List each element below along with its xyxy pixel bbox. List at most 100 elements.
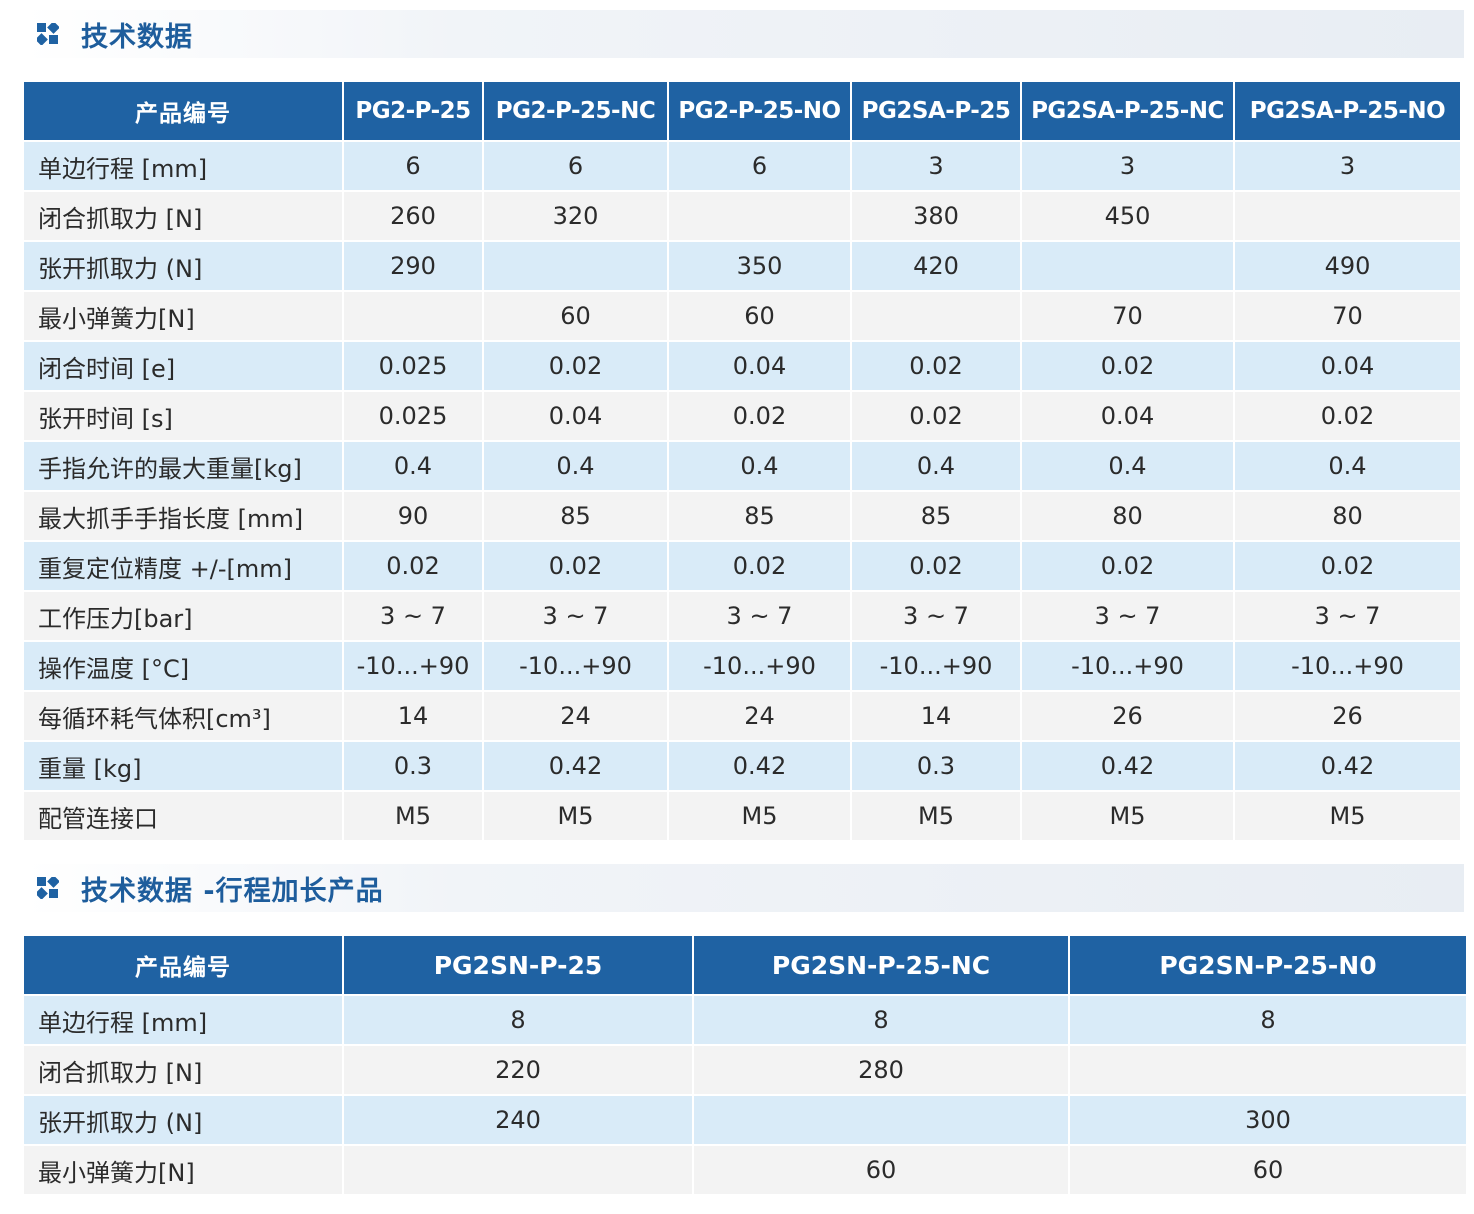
table-cell: 0.025 [344, 392, 482, 440]
table-cell: 8 [694, 996, 1068, 1044]
table-row: 每循环耗气体积[cm³] 14 24 24 14 26 26 [24, 692, 1460, 740]
header-cell-model: PG2-P-25-NC [484, 82, 667, 140]
section-title: 技术数据 -行程加长产品 [81, 875, 384, 907]
row-label: 最小弹簧力[N] [24, 292, 342, 340]
table-row: 张开抓取力 (N] 240 300 [24, 1096, 1466, 1144]
table-cell: 0.02 [484, 342, 667, 390]
table-cell: 0.4 [852, 442, 1020, 490]
table-cell: M5 [1022, 792, 1233, 840]
header-cell-model: PG2SN-P-25-NC [694, 936, 1068, 994]
header-cell-model: PG2SN-P-25 [344, 936, 692, 994]
table-cell: 80 [1022, 492, 1233, 540]
tech-data-table: 产品编号 PG2-P-25 PG2-P-25-NC PG2-P-25-NO PG2SA-… [22, 80, 1462, 842]
table-cell [694, 1096, 1068, 1144]
table-cell: 0.4 [1235, 442, 1460, 490]
table-cell: 0.04 [1022, 392, 1233, 440]
table-cell: 0.4 [344, 442, 482, 490]
section-title: 技术数据 [81, 21, 193, 53]
row-label: 最大抓手手指长度 [mm] [24, 492, 342, 540]
table-cell: 0.02 [852, 342, 1020, 390]
table-cell: 0.02 [1022, 342, 1233, 390]
table-cell: 0.42 [669, 742, 850, 790]
table-cell: 26 [1235, 692, 1460, 740]
table-row: 最小弹簧力[N] 60 60 [24, 1146, 1466, 1194]
row-label: 张开抓取力 (N] [24, 1096, 342, 1144]
row-label: 单边行程 [mm] [24, 142, 342, 190]
table-cell: 3 ~ 7 [852, 592, 1020, 640]
table-cell: 0.42 [484, 742, 667, 790]
table-cell: 0.02 [1235, 542, 1460, 590]
table-row: 单边行程 [mm] 8 8 8 [24, 996, 1466, 1044]
table-cell: 0.02 [852, 542, 1020, 590]
table-cell: -10...+90 [852, 642, 1020, 690]
row-label: 单边行程 [mm] [24, 996, 342, 1044]
table-cell: 0.02 [669, 392, 850, 440]
header-cell-model: PG2SA-P-25 [852, 82, 1020, 140]
table-cell: 350 [669, 242, 850, 290]
section-header-extended-stroke: 技术数据 -行程加长产品 [24, 864, 1464, 912]
table-row: 闭合抓取力 [N] 220 280 [24, 1046, 1466, 1094]
table-cell: 6 [484, 142, 667, 190]
table-cell: 90 [344, 492, 482, 540]
table-cell: 3 ~ 7 [1235, 592, 1460, 640]
table-cell: 70 [1235, 292, 1460, 340]
section-header-tech-data: 技术数据 [24, 10, 1464, 58]
row-label: 张开抓取力 (N] [24, 242, 342, 290]
table-cell: 0.42 [1022, 742, 1233, 790]
table-cell: 26 [1022, 692, 1233, 740]
table-cell [669, 192, 850, 240]
table-cell: 60 [484, 292, 667, 340]
extended-stroke-table: 产品编号 PG2SN-P-25 PG2SN-P-25-NC PG2SN-P-25-N0… [22, 934, 1468, 1196]
table-cell: 0.3 [852, 742, 1020, 790]
table-cell: -10...+90 [1235, 642, 1460, 690]
table-cell [344, 1146, 692, 1194]
table-cell: 0.4 [1022, 442, 1233, 490]
table-cell: 3 ~ 7 [484, 592, 667, 640]
table-cell: 0.4 [669, 442, 850, 490]
table-cell: 6 [344, 142, 482, 190]
table-cell: 14 [344, 692, 482, 740]
table-cell: 70 [1022, 292, 1233, 340]
table-cell: -10...+90 [344, 642, 482, 690]
table-row: 闭合抓取力 [N] 260 320 380 450 [24, 192, 1460, 240]
table-cell: 0.02 [852, 392, 1020, 440]
row-label: 张开时间 [s] [24, 392, 342, 440]
table-cell: 420 [852, 242, 1020, 290]
table-cell: 3 [1235, 142, 1460, 190]
table-cell: 450 [1022, 192, 1233, 240]
table-cell: 14 [852, 692, 1020, 740]
table-cell: 0.02 [669, 542, 850, 590]
table-cell [484, 242, 667, 290]
header-cell-model: PG2-P-25 [344, 82, 482, 140]
table-cell: 6 [669, 142, 850, 190]
brand-logo-icon [37, 23, 59, 45]
table-cell: 60 [669, 292, 850, 340]
table-cell: 8 [1070, 996, 1466, 1044]
row-label: 手指允许的最大重量[kg] [24, 442, 342, 490]
table-cell: 0.025 [344, 342, 482, 390]
table-row: 最小弹簧力[N] 60 60 70 70 [24, 292, 1460, 340]
table-cell: 0.3 [344, 742, 482, 790]
table-cell: 0.4 [484, 442, 667, 490]
table-cell: M5 [669, 792, 850, 840]
table-cell: 85 [852, 492, 1020, 540]
table-cell: 0.02 [1235, 392, 1460, 440]
header-cell-model: PG2-P-25-NO [669, 82, 850, 140]
table-cell: 85 [669, 492, 850, 540]
table-cell: 300 [1070, 1096, 1466, 1144]
table-row: 重量 [kg] 0.3 0.42 0.42 0.3 0.42 0.42 [24, 742, 1460, 790]
table-cell: -10...+90 [1022, 642, 1233, 690]
table-cell: 0.02 [484, 542, 667, 590]
header-cell-model: PG2SA-P-25-NO [1235, 82, 1460, 140]
table-cell: 0.04 [1235, 342, 1460, 390]
table-cell: 24 [484, 692, 667, 740]
table-row: 手指允许的最大重量[kg] 0.4 0.4 0.4 0.4 0.4 0.4 [24, 442, 1460, 490]
table-cell: 0.42 [1235, 742, 1460, 790]
row-label: 配管连接口 [24, 792, 342, 840]
table-cell: 320 [484, 192, 667, 240]
table-cell: 3 ~ 7 [669, 592, 850, 640]
table-cell: M5 [484, 792, 667, 840]
table-cell: 3 [852, 142, 1020, 190]
table-cell: 3 [1022, 142, 1233, 190]
